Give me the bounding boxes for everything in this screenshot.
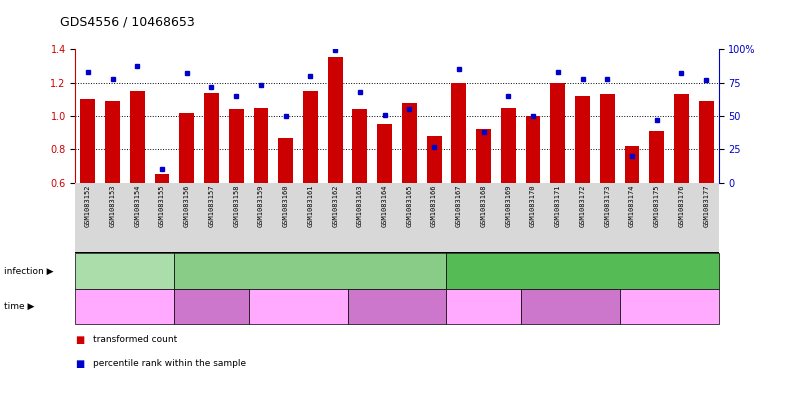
Text: GDS4556 / 10468653: GDS4556 / 10468653 — [60, 16, 195, 29]
Text: day 5: day 5 — [471, 302, 496, 311]
Text: transformed count: transformed count — [93, 336, 177, 344]
Text: day 9: day 9 — [285, 302, 310, 311]
Text: GSM1083154: GSM1083154 — [134, 185, 141, 227]
Text: ■: ■ — [75, 335, 85, 345]
Text: day 30: day 30 — [653, 302, 684, 311]
Text: day 5: day 5 — [198, 302, 224, 311]
Bar — [229, 109, 244, 183]
Text: LCMV-Clone 13: LCMV-Clone 13 — [549, 267, 616, 275]
Bar — [303, 91, 318, 183]
Text: GSM1083157: GSM1083157 — [209, 185, 214, 227]
Bar — [353, 109, 368, 183]
Bar — [476, 129, 491, 183]
Bar — [80, 99, 95, 183]
Text: uninfected control: uninfected control — [83, 267, 167, 275]
Text: GSM1083168: GSM1083168 — [480, 185, 487, 227]
Bar — [599, 94, 615, 183]
Bar — [155, 174, 169, 183]
Text: day 9: day 9 — [557, 302, 583, 311]
Bar — [253, 108, 268, 183]
Bar — [377, 124, 392, 183]
Text: GSM1083176: GSM1083176 — [678, 185, 684, 227]
Text: GSM1083163: GSM1083163 — [357, 185, 363, 227]
Bar — [649, 131, 664, 183]
Text: GSM1083173: GSM1083173 — [604, 185, 611, 227]
Bar — [130, 91, 145, 183]
Text: GSM1083152: GSM1083152 — [85, 185, 91, 227]
Text: GSM1083165: GSM1083165 — [407, 185, 412, 227]
Text: GSM1083170: GSM1083170 — [530, 185, 536, 227]
Text: GSM1083155: GSM1083155 — [159, 185, 165, 227]
Text: GSM1083175: GSM1083175 — [653, 185, 660, 227]
Text: GSM1083167: GSM1083167 — [456, 185, 462, 227]
Bar — [179, 112, 195, 183]
Text: time ▶: time ▶ — [4, 302, 34, 311]
Text: GSM1083153: GSM1083153 — [110, 185, 116, 227]
Bar — [105, 101, 120, 183]
Text: GSM1083164: GSM1083164 — [382, 185, 387, 227]
Bar — [426, 136, 441, 183]
Bar — [452, 83, 466, 183]
Text: GSM1083158: GSM1083158 — [233, 185, 239, 227]
Bar — [526, 116, 541, 183]
Text: GSM1083177: GSM1083177 — [703, 185, 709, 227]
Text: GSM1083169: GSM1083169 — [505, 185, 511, 227]
Text: GSM1083160: GSM1083160 — [283, 185, 289, 227]
Bar — [402, 103, 417, 183]
Text: GSM1083162: GSM1083162 — [332, 185, 338, 227]
Bar — [575, 96, 590, 183]
Bar — [278, 138, 293, 183]
Text: LCMV-Armstrong: LCMV-Armstrong — [273, 267, 348, 275]
Text: GSM1083161: GSM1083161 — [307, 185, 314, 227]
Text: percentile rank within the sample: percentile rank within the sample — [93, 359, 246, 368]
Text: GSM1083166: GSM1083166 — [431, 185, 437, 227]
Bar — [699, 101, 714, 183]
Bar — [328, 57, 342, 183]
Bar — [674, 94, 689, 183]
Text: ■: ■ — [75, 358, 85, 369]
Text: day 30: day 30 — [381, 302, 413, 311]
Bar — [501, 108, 516, 183]
Text: GSM1083174: GSM1083174 — [629, 185, 635, 227]
Text: day 0: day 0 — [112, 302, 137, 311]
Text: GSM1083159: GSM1083159 — [258, 185, 264, 227]
Text: infection ▶: infection ▶ — [4, 267, 53, 275]
Bar — [204, 92, 219, 183]
Bar — [625, 146, 639, 183]
Bar — [550, 83, 565, 183]
Text: GSM1083172: GSM1083172 — [580, 185, 585, 227]
Text: GSM1083171: GSM1083171 — [555, 185, 561, 227]
Text: GSM1083156: GSM1083156 — [183, 185, 190, 227]
